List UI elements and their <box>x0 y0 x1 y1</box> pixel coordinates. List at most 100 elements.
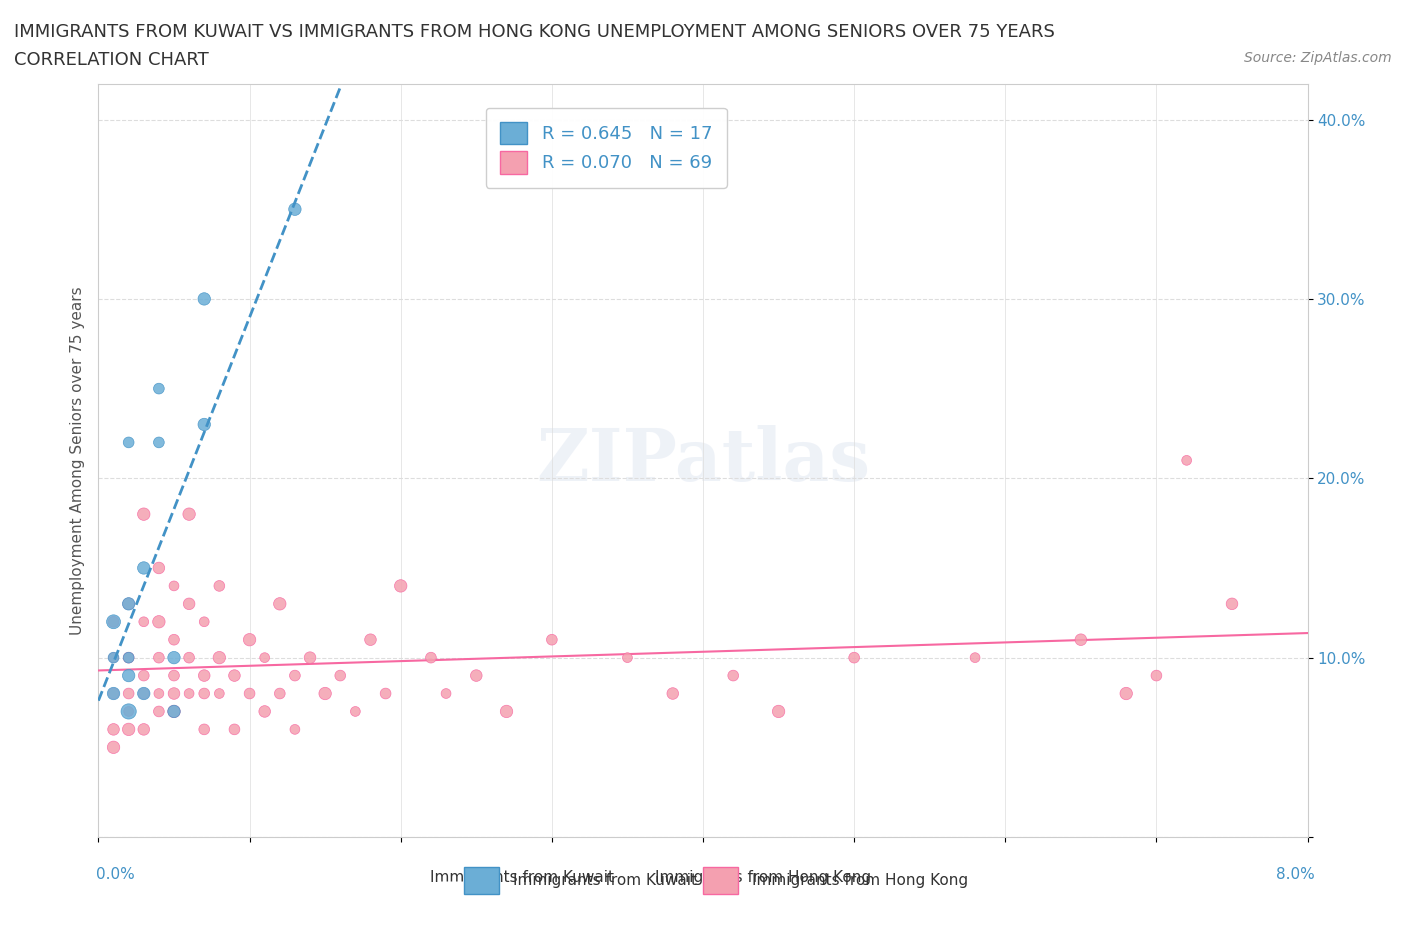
Point <box>118 650 141 665</box>
Point <box>193 722 215 737</box>
Point <box>118 722 141 737</box>
Point <box>132 722 155 737</box>
Point <box>163 650 186 665</box>
Point <box>284 722 307 737</box>
Point <box>118 668 141 683</box>
Text: 0.0%: 0.0% <box>96 867 135 882</box>
Point <box>314 686 336 701</box>
Point <box>1115 686 1137 701</box>
Point <box>661 686 683 701</box>
Point <box>132 686 155 701</box>
Point <box>374 686 396 701</box>
Point <box>148 561 170 576</box>
Point <box>118 686 141 701</box>
Text: Immigrants from Kuwait: Immigrants from Kuwait <box>513 873 697 888</box>
Point <box>495 704 517 719</box>
Point <box>132 615 155 630</box>
Point <box>179 507 201 522</box>
Point <box>193 417 215 432</box>
Text: IMMIGRANTS FROM KUWAIT VS IMMIGRANTS FROM HONG KONG UNEMPLOYMENT AMONG SENIORS O: IMMIGRANTS FROM KUWAIT VS IMMIGRANTS FRO… <box>14 23 1054 41</box>
Point <box>148 435 170 450</box>
Point <box>163 686 186 701</box>
Point <box>163 632 186 647</box>
Point <box>118 650 141 665</box>
Point <box>103 650 125 665</box>
Text: 8.0%: 8.0% <box>1275 867 1315 882</box>
Point <box>118 596 141 611</box>
Point <box>179 596 201 611</box>
Point <box>148 686 170 701</box>
Point <box>224 722 246 737</box>
Point <box>103 740 125 755</box>
Point <box>540 632 562 647</box>
Point <box>179 686 201 701</box>
Point <box>193 668 215 683</box>
Point <box>616 650 638 665</box>
Point <box>118 596 141 611</box>
Point <box>103 722 125 737</box>
Point <box>1220 596 1243 611</box>
Point <box>768 704 790 719</box>
Point <box>163 578 186 593</box>
Point <box>1146 668 1168 683</box>
Legend: R = 0.645   N = 17, R = 0.070   N = 69: R = 0.645 N = 17, R = 0.070 N = 69 <box>486 108 727 188</box>
Point <box>965 650 987 665</box>
Point <box>103 615 125 630</box>
Point <box>253 704 276 719</box>
FancyBboxPatch shape <box>703 867 738 895</box>
Point <box>208 578 231 593</box>
Point <box>148 381 170 396</box>
Text: Immigrants from Hong Kong: Immigrants from Hong Kong <box>752 873 969 888</box>
Point <box>148 704 170 719</box>
Point <box>208 650 231 665</box>
Point <box>103 650 125 665</box>
Point <box>344 704 367 719</box>
Point <box>239 686 262 701</box>
Point <box>163 668 186 683</box>
Point <box>148 650 170 665</box>
Point <box>132 561 155 576</box>
Point <box>103 615 125 630</box>
Point <box>193 615 215 630</box>
Point <box>299 650 322 665</box>
Point <box>1070 632 1092 647</box>
Point <box>239 632 262 647</box>
Point <box>284 668 307 683</box>
Point <box>844 650 866 665</box>
Point <box>434 686 457 701</box>
Point <box>284 202 307 217</box>
Point <box>132 668 155 683</box>
Point <box>329 668 352 683</box>
Text: Source: ZipAtlas.com: Source: ZipAtlas.com <box>1244 51 1392 65</box>
Point <box>163 704 186 719</box>
Text: CORRELATION CHART: CORRELATION CHART <box>14 51 209 69</box>
Point <box>118 704 141 719</box>
Point <box>132 507 155 522</box>
Point <box>163 704 186 719</box>
Y-axis label: Unemployment Among Seniors over 75 years: Unemployment Among Seniors over 75 years <box>69 286 84 634</box>
Point <box>269 686 291 701</box>
Text: ZIPatlas: ZIPatlas <box>536 425 870 496</box>
Point <box>224 668 246 683</box>
Point <box>103 686 125 701</box>
Text: Immigrants from Kuwait: Immigrants from Kuwait <box>430 870 613 885</box>
Point <box>465 668 488 683</box>
Point <box>389 578 412 593</box>
Point <box>253 650 276 665</box>
Point <box>1175 453 1198 468</box>
Point <box>269 596 291 611</box>
FancyBboxPatch shape <box>464 867 499 895</box>
Point <box>360 632 382 647</box>
Point <box>193 686 215 701</box>
Point <box>118 435 141 450</box>
Point <box>179 650 201 665</box>
Point <box>420 650 443 665</box>
Point <box>723 668 745 683</box>
Point <box>193 291 215 306</box>
Point <box>148 615 170 630</box>
Point <box>118 704 141 719</box>
Point <box>103 686 125 701</box>
Text: Immigrants from Hong Kong: Immigrants from Hong Kong <box>655 870 872 885</box>
Point <box>132 686 155 701</box>
Point <box>208 686 231 701</box>
